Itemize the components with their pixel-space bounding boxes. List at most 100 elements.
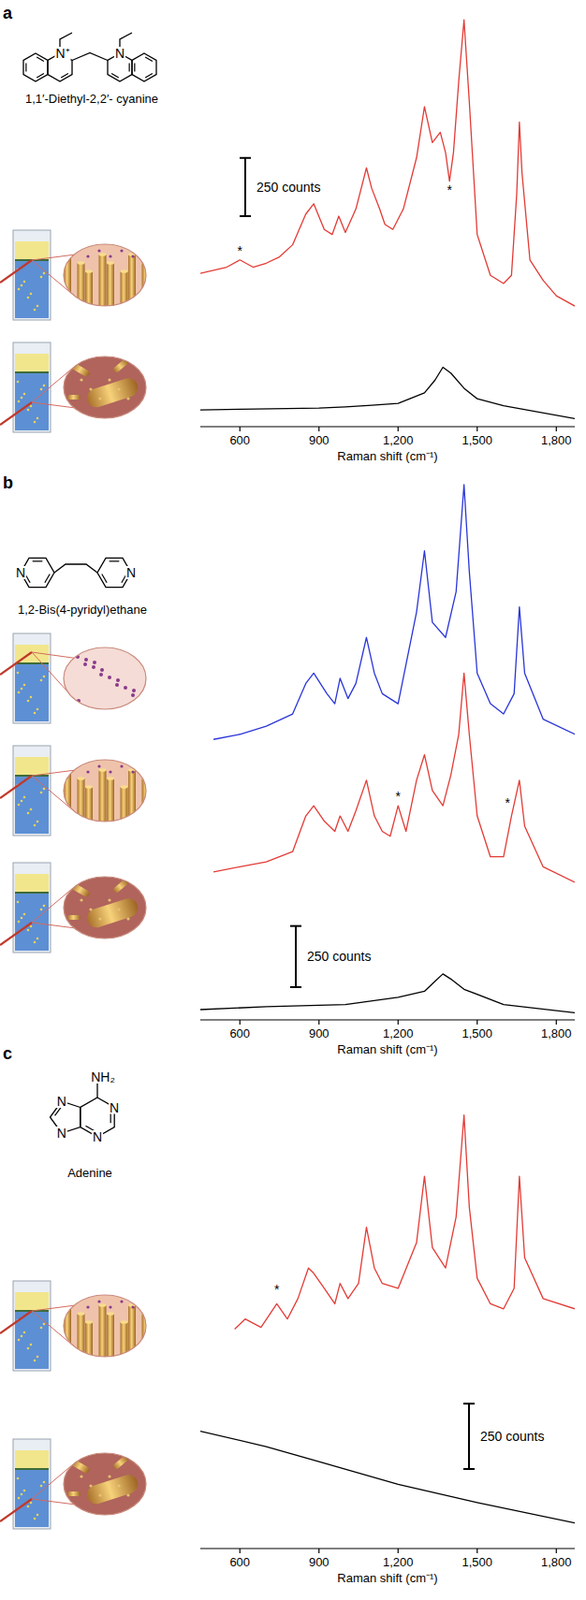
molecule-dot: [126, 1494, 130, 1497]
scale-bar-cap: [290, 925, 302, 928]
scale-bar-cap: [290, 986, 302, 989]
pillar-top: [99, 768, 107, 773]
particle: [40, 908, 44, 912]
molecule: NH₂NNNNAdenine: [50, 1069, 121, 1181]
molecule-dot: [108, 770, 112, 774]
molecule-dot: [131, 770, 134, 774]
double-bond: [44, 573, 50, 583]
zoom-line: [31, 652, 74, 659]
x-axis-title: Raman shift (cm⁻¹): [336, 1042, 438, 1057]
molecule-dot: [98, 917, 102, 921]
panel: cNH₂NNNNAdenine6009001,2001,5001,800Rama…: [0, 1044, 575, 1586]
water-phase: [14, 372, 49, 431]
scale-bar: [244, 158, 247, 217]
panel: bNN1,2-Bis(4-pyridyl)ethane6009001,2001,…: [0, 473, 575, 1057]
x-tick: [476, 1020, 478, 1026]
atom-patch: [89, 1070, 117, 1085]
pillar-top: [120, 1320, 129, 1325]
pillar: [106, 263, 115, 338]
rod: [84, 896, 140, 931]
x-tick: [318, 426, 320, 432]
particle: [33, 712, 37, 716]
particle: [29, 293, 33, 296]
zoom-content: [67, 1455, 141, 1508]
particle: [33, 941, 37, 945]
bond: [96, 1083, 98, 1099]
laser: [0, 776, 32, 799]
panel-letter: a: [2, 3, 14, 23]
atom-label: N: [57, 1126, 67, 1142]
pillar: [99, 770, 107, 846]
atom-patch: [108, 1101, 120, 1115]
atom-label: N: [57, 1094, 67, 1110]
zoom-rim: [63, 244, 147, 307]
particle: [36, 417, 40, 421]
series-group: [200, 484, 575, 1013]
scale-bar-cap: [239, 157, 251, 160]
atom-label: N⁺: [55, 45, 70, 61]
particle: [20, 917, 24, 921]
pillar: [85, 787, 93, 863]
rod: [67, 395, 81, 400]
x-tick-label: 1,200: [382, 433, 414, 448]
particle: [29, 1344, 33, 1348]
oil-phase: [14, 757, 49, 777]
molecule-dot: [107, 1475, 111, 1479]
particle: [23, 796, 27, 800]
pillar: [120, 1322, 129, 1398]
zoom-rim: [63, 647, 147, 710]
particle: [43, 1481, 46, 1485]
x-tick-label: 1,800: [541, 1026, 572, 1041]
zoom-line: [31, 770, 74, 777]
molecule-dot: [98, 396, 102, 400]
double-bond: [60, 73, 69, 78]
molecule-dot: [100, 668, 104, 673]
particle: [29, 405, 33, 409]
particle: [29, 808, 33, 812]
atom-label: NH₂: [90, 1069, 116, 1085]
molecule-dot: [88, 908, 92, 911]
atom-patch: [56, 1095, 68, 1109]
zoom-rim: [63, 877, 147, 939]
particle: [20, 396, 24, 400]
particle: [40, 388, 44, 392]
x-tick: [397, 1020, 399, 1026]
spectrum: [200, 974, 575, 1014]
x-tick-label: 1,500: [462, 433, 494, 448]
x-axis: [200, 1019, 575, 1021]
particle: [29, 925, 33, 929]
atom-label: N: [126, 565, 136, 581]
particle: [36, 937, 40, 941]
rod: [84, 1473, 140, 1508]
x-tick: [476, 1549, 478, 1554]
double-bond: [111, 73, 119, 78]
x-tick-label: 900: [308, 433, 330, 448]
rod: [67, 1492, 81, 1497]
particle: [43, 905, 46, 909]
molecule-dot: [97, 764, 101, 768]
pillar-top: [63, 252, 72, 257]
rod: [71, 363, 91, 379]
pillar-top: [99, 1303, 107, 1308]
molecule: N⁺N1,1′-Diethyl-2,2′- cyanine: [23, 32, 159, 106]
particle: [27, 1506, 30, 1509]
scale-bar: [468, 1404, 470, 1470]
spectrum: [213, 484, 575, 740]
pillar: [120, 271, 129, 347]
cuvette-illustration: [0, 230, 150, 347]
cuvette-glass: [13, 342, 51, 433]
zoom-view: [63, 356, 147, 419]
atom-label: N: [15, 565, 26, 581]
rod: [84, 376, 140, 411]
particle: [23, 1490, 27, 1494]
x-axis-title: Raman shift (cm⁻¹): [336, 449, 438, 464]
particle: [20, 284, 24, 288]
particle: [20, 800, 24, 804]
molecule-dot: [119, 249, 123, 252]
atom-patch: [114, 46, 126, 60]
cuvette-glass: [13, 746, 51, 836]
interface: [14, 892, 49, 894]
pillar: [99, 254, 107, 330]
particle: [40, 1327, 44, 1331]
particle: [17, 921, 21, 924]
